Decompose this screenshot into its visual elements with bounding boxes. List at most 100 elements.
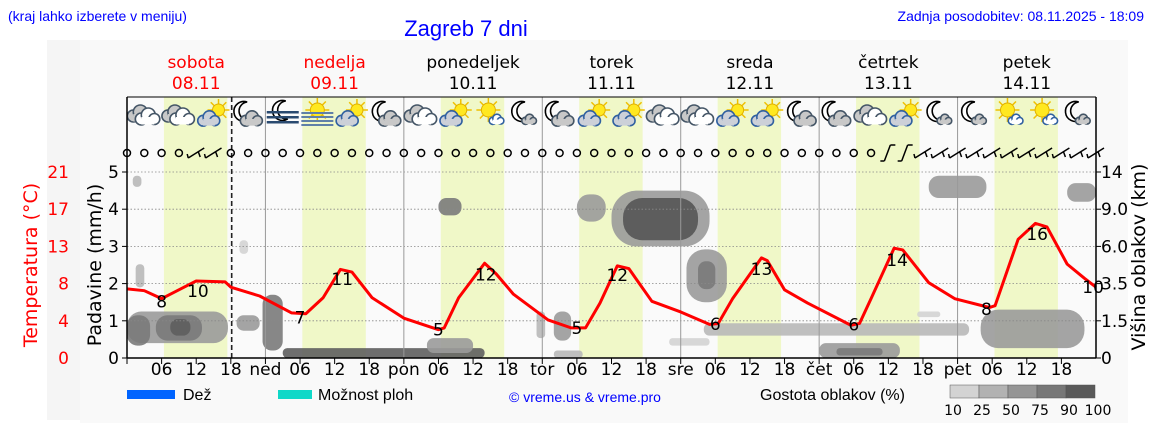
temperature-label: 6	[710, 315, 721, 335]
temperature-line	[126, 221, 1097, 332]
day-date: 14.11	[1002, 74, 1051, 94]
x-tick-label: 18	[497, 360, 519, 380]
x-tick-label: 18	[774, 360, 796, 380]
day-date: 08.11	[172, 74, 221, 94]
sunny-small-cloud-icon	[476, 98, 505, 126]
day-name: petek	[1003, 53, 1051, 73]
daylight-band	[440, 97, 505, 358]
sun-ray	[321, 100, 327, 106]
cloud-shape	[335, 109, 359, 127]
cloud-patch	[836, 348, 883, 356]
x-tick-label: 06	[981, 360, 1003, 380]
density-tick-label: 10	[944, 403, 962, 419]
x-tick-label: 12	[185, 360, 207, 380]
x-tick-label: 18	[635, 360, 657, 380]
wind-calm-icon	[745, 148, 755, 158]
overcast-icon	[403, 104, 438, 126]
density-swatch	[1007, 384, 1038, 399]
cloud-patch	[438, 198, 462, 216]
day-date: 11.11	[587, 74, 636, 94]
wind-calm-icon	[382, 148, 391, 158]
sun-ray	[775, 101, 781, 107]
temperature-label: 5	[571, 319, 582, 339]
x-tick-label: 12	[739, 360, 761, 380]
cloud-shape	[169, 107, 196, 126]
wind-calm-icon	[538, 148, 547, 158]
sun-ray	[998, 114, 1004, 120]
night-small-cloud-icon	[511, 100, 538, 126]
cloud-body	[583, 118, 596, 126]
cloud-body	[834, 118, 846, 126]
cloud-body	[1046, 119, 1055, 125]
wind-barb-icon	[947, 147, 966, 159]
temperature-label: 5	[433, 321, 444, 341]
sun-disc	[904, 103, 918, 117]
sun-disc	[350, 103, 364, 117]
cloud-body	[245, 118, 258, 126]
density-swatch	[1065, 384, 1096, 399]
wind-calm-icon	[174, 148, 184, 158]
sun-disc	[765, 103, 779, 117]
rain-tick-label: 4	[108, 200, 119, 220]
wind-barb-icon	[1051, 147, 1070, 159]
cloud-shape	[688, 107, 715, 126]
wind-barb-icon	[186, 147, 205, 159]
x-day-label: pet	[944, 360, 972, 380]
wind-barb-icon	[930, 147, 949, 159]
temperature-label: 7	[295, 308, 306, 328]
fog-line	[266, 116, 299, 119]
cloud-patch	[553, 350, 583, 358]
cloud-body	[203, 118, 215, 126]
day-name: sreda	[726, 53, 773, 73]
partly-cloudy-night-icon	[786, 100, 817, 127]
wind-calm-icon	[140, 148, 149, 158]
x-day-label: ned	[249, 360, 281, 380]
day-date: 10.11	[449, 74, 498, 94]
wind-calm-icon	[624, 148, 634, 158]
menu-hint-link[interactable]: (kraj lahko izberete v meniju)	[8, 8, 187, 24]
x-tick-label: 06	[428, 360, 450, 380]
last-update: Zadnja posodobitev: 08.11.2025 - 18:09	[898, 8, 1145, 24]
cloud-shape	[439, 109, 463, 127]
temperature-label: 6	[848, 316, 859, 336]
cloud-body	[940, 119, 949, 125]
x-day-label: čet	[806, 360, 833, 380]
wind-calm-icon	[659, 148, 668, 158]
temp-axis-strip	[47, 40, 80, 420]
sun-disc	[627, 103, 641, 117]
cloud-patch	[536, 311, 546, 339]
cloud-shape	[970, 113, 988, 126]
cloud-patch	[135, 264, 145, 288]
partly-cloudy-day-icon	[612, 99, 645, 127]
rain-tick-label: 2	[108, 275, 119, 295]
sun-ray	[479, 114, 484, 120]
cloud-patch	[426, 338, 474, 354]
wind-calm-icon	[607, 148, 616, 158]
cloud-shape	[936, 113, 953, 126]
day-name: torek	[590, 53, 634, 73]
day-name: nedelja	[303, 53, 365, 73]
sun-disc	[480, 102, 496, 118]
cloud-shape	[1074, 113, 1091, 126]
cloud-shape	[1042, 113, 1059, 126]
sun-ray	[1033, 114, 1038, 120]
wind-calm-icon	[849, 148, 858, 158]
wind-barb-icon	[982, 147, 1001, 159]
rain-axis-label: Padavine (mm/h)	[84, 184, 106, 347]
fog-line	[301, 116, 334, 118]
showers-legend-swatch	[278, 390, 312, 399]
copyright-link[interactable]: © vreme.us & vreme.pro	[509, 389, 661, 405]
partly-cloudy-day-icon	[196, 99, 230, 127]
cloud-shape	[196, 109, 221, 127]
temperature-label: 8	[156, 293, 167, 313]
cloud-body	[384, 118, 396, 126]
partly-cloudy-night-icon	[371, 100, 402, 127]
x-tick-label: 18	[358, 360, 380, 380]
wind-calm-icon	[711, 148, 720, 158]
wind-calm-icon	[572, 148, 582, 158]
wind-calm-icon	[261, 148, 270, 158]
temp-tick-label: 13	[47, 237, 69, 257]
cloud-shape	[134, 107, 161, 126]
sun-ray	[360, 101, 366, 107]
wind-calm-icon	[295, 148, 305, 158]
